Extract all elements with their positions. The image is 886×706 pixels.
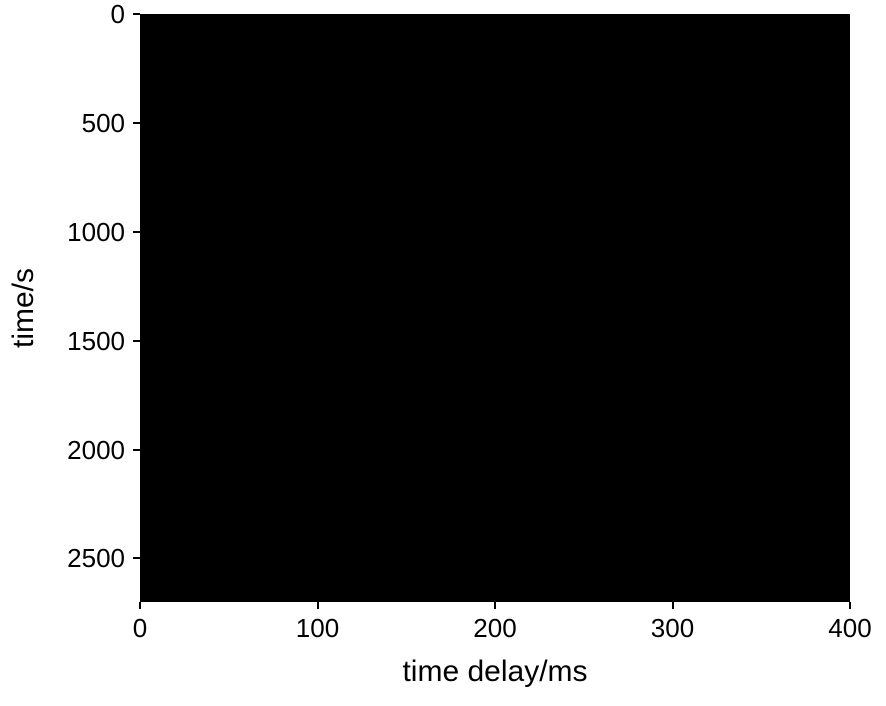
y-axis-line <box>140 14 142 602</box>
y-tick-label: 1000 <box>45 219 125 245</box>
x-tick-label: 300 <box>651 615 694 641</box>
x-tick <box>139 602 141 609</box>
y-tick-label: 1500 <box>45 328 125 354</box>
x-tick-label: 400 <box>828 615 871 641</box>
y-tick <box>133 13 140 15</box>
right-axis-line <box>848 14 850 602</box>
y-tick-label: 2500 <box>45 545 125 571</box>
x-tick-label: 100 <box>296 615 339 641</box>
y-tick-label: 2000 <box>45 437 125 463</box>
y-tick <box>133 231 140 233</box>
x-tick <box>672 602 674 609</box>
y-tick <box>133 340 140 342</box>
x-axis-label: time delay/ms <box>402 655 587 689</box>
x-tick <box>849 602 851 609</box>
y-tick-label: 500 <box>45 110 125 136</box>
x-tick <box>494 602 496 609</box>
x-tick-label: 0 <box>133 615 147 641</box>
y-tick <box>133 122 140 124</box>
x-tick <box>317 602 319 609</box>
y-tick-label: 0 <box>45 1 125 27</box>
y-tick <box>133 449 140 451</box>
plot-area <box>140 14 850 602</box>
top-axis-line <box>140 14 850 16</box>
y-tick <box>133 557 140 559</box>
y-axis-label: time/s <box>7 268 41 348</box>
x-tick-label: 200 <box>473 615 516 641</box>
figure: 0 100 200 300 400 0 500 1000 1500 2000 2500 time … <box>0 0 886 706</box>
